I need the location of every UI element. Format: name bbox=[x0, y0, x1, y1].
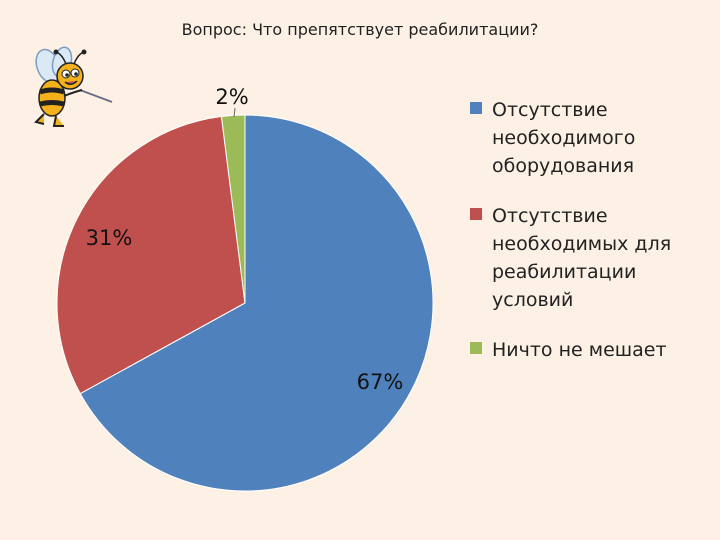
legend-item: Отсутствие необходимых для реабилитации усл… bbox=[470, 202, 710, 314]
legend-item: Отсутствие необходимого оборудования bbox=[470, 96, 710, 180]
legend-label: условий bbox=[492, 289, 574, 311]
legend-label: необходимых для bbox=[492, 233, 672, 255]
chart-title: Вопрос: Что препятствует реабилитации? bbox=[181, 20, 539, 39]
slice-percent-label: 31% bbox=[85, 226, 133, 250]
pie-slice bbox=[56, 115, 246, 395]
legend-label: реабилитации bbox=[492, 261, 637, 283]
legend-swatch bbox=[470, 342, 482, 354]
legend-swatch bbox=[470, 102, 482, 114]
slice-percent-label: 67% bbox=[356, 370, 404, 394]
leader-line bbox=[233, 107, 236, 118]
legend-label: Отсутствие bbox=[492, 205, 608, 227]
pie-slice bbox=[220, 114, 246, 304]
legend-label: оборудования bbox=[492, 155, 635, 177]
legend-label: Отсутствие bbox=[492, 99, 608, 121]
legend: Отсутствие необходимого оборудования Отсутс… bbox=[470, 96, 710, 386]
bee-icon bbox=[34, 46, 113, 127]
legend-swatch bbox=[470, 208, 482, 220]
pie-slice bbox=[79, 114, 434, 492]
legend-label: необходимого bbox=[492, 127, 636, 149]
legend-item: Ничто не мешает bbox=[470, 336, 710, 364]
slice-percent-label: 2% bbox=[215, 85, 249, 109]
legend-label: Ничто не мешает bbox=[492, 339, 667, 361]
